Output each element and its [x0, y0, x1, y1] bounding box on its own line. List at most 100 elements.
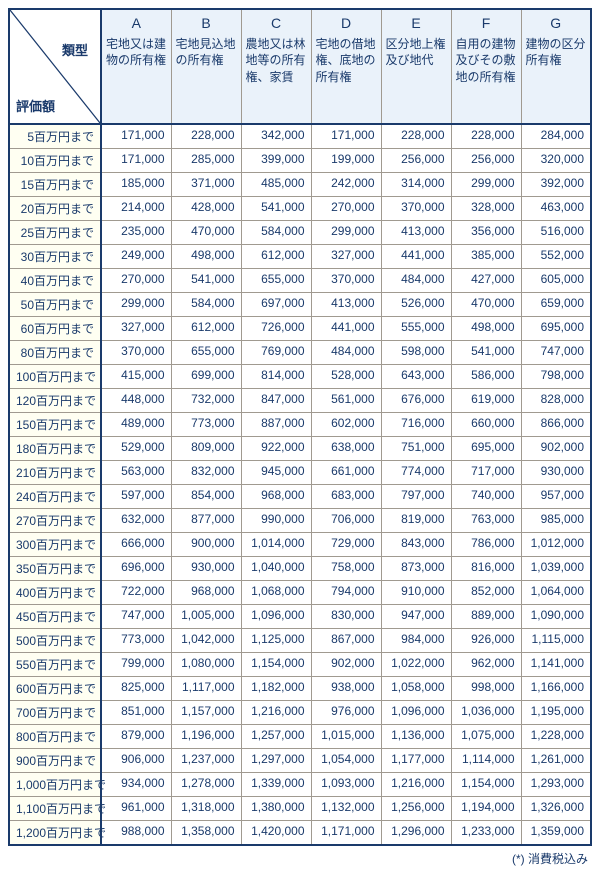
cell: 902,000 [521, 437, 591, 461]
cell: 441,000 [381, 245, 451, 269]
cell: 1,358,000 [171, 821, 241, 846]
cell: 597,000 [101, 485, 171, 509]
cell: 632,000 [101, 509, 171, 533]
cell: 399,000 [241, 149, 311, 173]
row-label: 10百万円まで [9, 149, 101, 173]
cell: 1,117,000 [171, 677, 241, 701]
cell: 1,005,000 [171, 605, 241, 629]
cell: 1,237,000 [171, 749, 241, 773]
table-row: 150百万円まで489,000773,000887,000602,000716,… [9, 413, 591, 437]
cell: 1,022,000 [381, 653, 451, 677]
table-row: 350百万円まで696,000930,0001,040,000758,00087… [9, 557, 591, 581]
col-letter: D [316, 14, 377, 34]
cell: 171,000 [101, 149, 171, 173]
row-label: 350百万円まで [9, 557, 101, 581]
cell: 541,000 [241, 197, 311, 221]
cell: 1,136,000 [381, 725, 451, 749]
cell: 968,000 [241, 485, 311, 509]
cell: 695,000 [521, 317, 591, 341]
cell: 722,000 [101, 581, 171, 605]
cell: 747,000 [101, 605, 171, 629]
row-label: 550百万円まで [9, 653, 101, 677]
row-label: 900百万円まで [9, 749, 101, 773]
cell: 1,157,000 [171, 701, 241, 725]
cell: 799,000 [101, 653, 171, 677]
header-row: 類型 評価額 A宅地又は建物の所有権B宅地見込地の所有権C農地又は林地等の所有権… [9, 9, 591, 124]
cell: 1,125,000 [241, 629, 311, 653]
cell: 526,000 [381, 293, 451, 317]
cell: 819,000 [381, 509, 451, 533]
table-row: 15百万円まで185,000371,000485,000242,000314,0… [9, 173, 591, 197]
row-label: 300百万円まで [9, 533, 101, 557]
cell: 1,278,000 [171, 773, 241, 797]
col-label: 自用の建物及びその敷地の所有権 [456, 37, 516, 85]
cell: 930,000 [171, 557, 241, 581]
cell: 612,000 [241, 245, 311, 269]
cell: 659,000 [521, 293, 591, 317]
cell: 1,359,000 [521, 821, 591, 846]
cell: 1,293,000 [521, 773, 591, 797]
cell: 655,000 [241, 269, 311, 293]
cell: 541,000 [171, 269, 241, 293]
cell: 441,000 [311, 317, 381, 341]
cell: 1,115,000 [521, 629, 591, 653]
row-label: 700百万円まで [9, 701, 101, 725]
cell: 299,000 [311, 221, 381, 245]
cell: 228,000 [171, 124, 241, 149]
row-label: 120百万円まで [9, 389, 101, 413]
cell: 1,228,000 [521, 725, 591, 749]
table-row: 80百万円まで370,000655,000769,000484,000598,0… [9, 341, 591, 365]
cell: 1,036,000 [451, 701, 521, 725]
cell: 1,195,000 [521, 701, 591, 725]
cell: 171,000 [101, 124, 171, 149]
table-row: 100百万円まで415,000699,000814,000528,000643,… [9, 365, 591, 389]
col-label: 宅地見込地の所有権 [176, 37, 236, 68]
cell: 612,000 [171, 317, 241, 341]
row-label: 1,100百万円まで [9, 797, 101, 821]
col-letter: C [246, 14, 307, 34]
table-row: 600百万円まで825,0001,117,0001,182,000938,000… [9, 677, 591, 701]
cell: 683,000 [311, 485, 381, 509]
row-label: 25百万円まで [9, 221, 101, 245]
cell: 695,000 [451, 437, 521, 461]
col-head-A: A宅地又は建物の所有権 [101, 9, 171, 124]
cell: 1,256,000 [381, 797, 451, 821]
cell: 968,000 [171, 581, 241, 605]
cell: 249,000 [101, 245, 171, 269]
table-row: 1,100百万円まで961,0001,318,0001,380,0001,132… [9, 797, 591, 821]
cell: 584,000 [241, 221, 311, 245]
table-row: 450百万円まで747,0001,005,0001,096,000830,000… [9, 605, 591, 629]
cell: 1,216,000 [241, 701, 311, 725]
col-head-E: E区分地上権及び地代 [381, 9, 451, 124]
cell: 602,000 [311, 413, 381, 437]
corner-cell: 類型 評価額 [9, 9, 101, 124]
col-head-G: G建物の区分所有権 [521, 9, 591, 124]
cell: 747,000 [521, 341, 591, 365]
cell: 809,000 [171, 437, 241, 461]
footnote: (*) 消費税込み [8, 850, 588, 867]
cell: 852,000 [451, 581, 521, 605]
cell: 825,000 [101, 677, 171, 701]
cell: 758,000 [311, 557, 381, 581]
cell: 228,000 [381, 124, 451, 149]
cell: 619,000 [451, 389, 521, 413]
cell: 327,000 [101, 317, 171, 341]
table-row: 180百万円まで529,000809,000922,000638,000751,… [9, 437, 591, 461]
cell: 957,000 [521, 485, 591, 509]
cell: 763,000 [451, 509, 521, 533]
cell: 1,014,000 [241, 533, 311, 557]
cell: 1,042,000 [171, 629, 241, 653]
cell: 1,420,000 [241, 821, 311, 846]
cell: 598,000 [381, 341, 451, 365]
row-label: 800百万円まで [9, 725, 101, 749]
row-label: 270百万円まで [9, 509, 101, 533]
row-label: 80百万円まで [9, 341, 101, 365]
cell: 1,132,000 [311, 797, 381, 821]
col-letter: G [526, 14, 587, 34]
cell: 1,075,000 [451, 725, 521, 749]
cell: 676,000 [381, 389, 451, 413]
table-row: 500百万円まで773,0001,042,0001,125,000867,000… [9, 629, 591, 653]
cell: 660,000 [451, 413, 521, 437]
cell: 887,000 [241, 413, 311, 437]
cell: 415,000 [101, 365, 171, 389]
